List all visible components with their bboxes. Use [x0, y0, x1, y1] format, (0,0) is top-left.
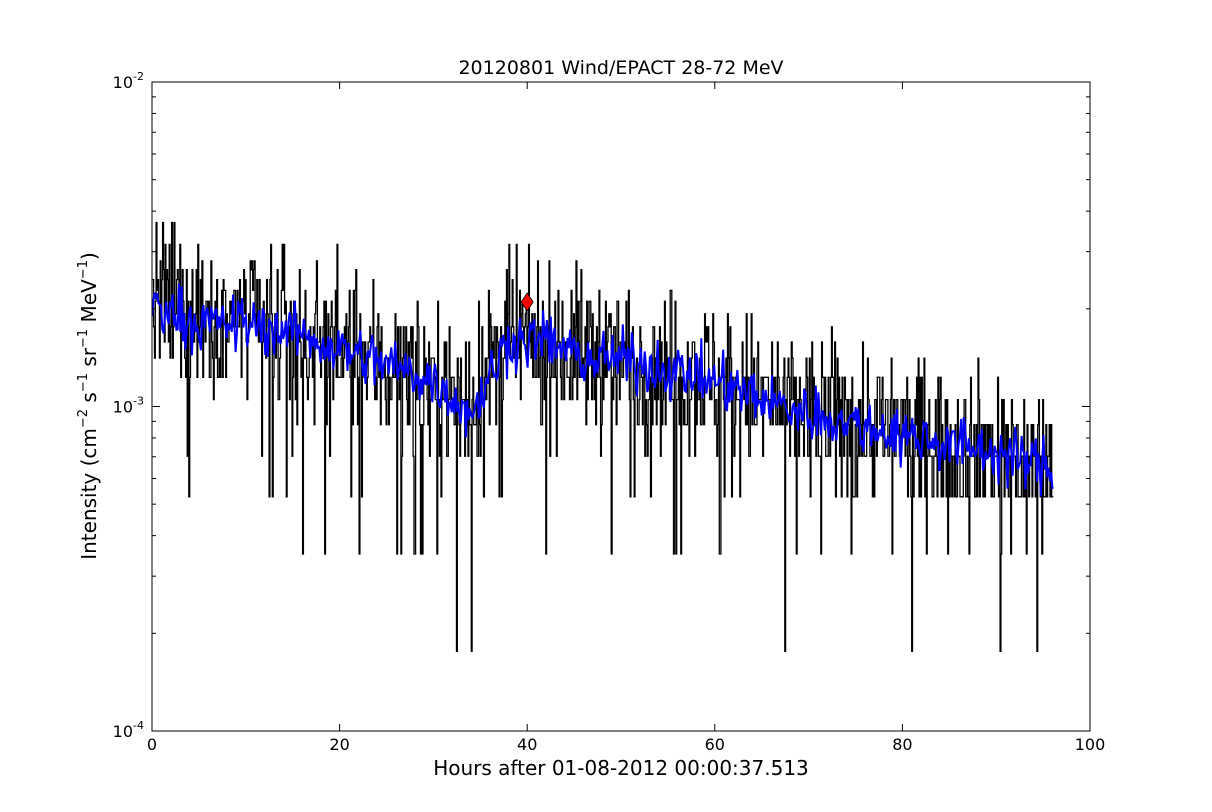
marker-layer	[520, 292, 534, 312]
y-tick-label-exp: -3	[133, 395, 144, 408]
y-axis-label-mid1: s	[77, 392, 101, 409]
x-tick-label: 80	[892, 735, 912, 754]
y-tick-label: 10-3	[113, 395, 144, 417]
y-axis-label-exp4: −1	[76, 260, 91, 279]
y-tick-label-exp: -4	[133, 719, 144, 732]
y-axis-label-mid2: sr	[77, 347, 101, 373]
y-axis: 10-210-310-4	[113, 70, 1090, 741]
y-tick-label-base: 10	[113, 73, 133, 92]
y-axis-label-exp2: −1	[76, 373, 91, 392]
series-layer	[152, 221, 1054, 652]
chart-title: 20120801 Wind/EPACT 28-72 MeV	[458, 57, 783, 79]
x-tick-label: 20	[329, 735, 349, 754]
y-tick-label: 10-2	[113, 70, 144, 92]
x-tick-label: 40	[517, 735, 537, 754]
y-axis-label-base: Intensity (cm	[77, 428, 101, 560]
y-axis-label: Intensity (cm−2 s−1 sr−1 MeV−1)	[76, 252, 101, 560]
x-axis-label: Hours after 01-08-2012 00:00:37.513	[433, 756, 809, 780]
y-tick-label-exp: -2	[133, 70, 144, 83]
y-axis-label-exp3: −1	[76, 329, 91, 348]
y-axis-label-exp1: −2	[76, 409, 91, 428]
y-tick-label-base: 10	[113, 722, 133, 741]
x-axis: 0 20 40 60 80 100	[147, 82, 1105, 754]
y-tick-label-base: 10	[113, 398, 133, 417]
x-tick-label: 100	[1075, 735, 1106, 754]
event-marker-diamond	[520, 292, 534, 312]
series-smoothed-line	[152, 283, 1054, 497]
y-tick-label: 10-4	[113, 719, 144, 741]
x-tick-label: 60	[705, 735, 725, 754]
x-tick-label: 0	[147, 735, 157, 754]
y-axis-label-mid3: MeV	[77, 279, 101, 329]
y-axis-label-end: )	[77, 252, 101, 260]
